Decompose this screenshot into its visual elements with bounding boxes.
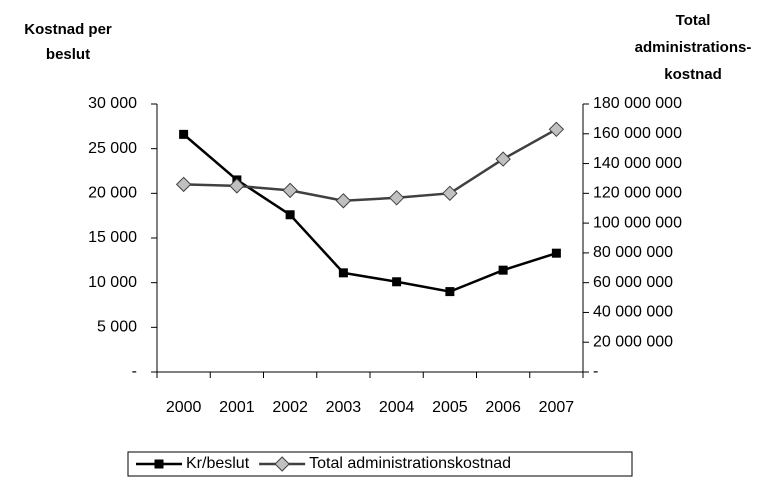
y-axis-title: beslut (46, 46, 90, 63)
x-tick-label: 2006 (485, 399, 521, 416)
x-tick-label: 2001 (219, 399, 255, 416)
y2-axis-title: administrations- (635, 39, 752, 56)
x-tick-label: 2007 (539, 399, 575, 416)
legend-marker (154, 459, 164, 469)
y2-tick-label: 20 000 000 (593, 333, 673, 350)
point (388, 190, 405, 206)
y-tick-label: - (132, 363, 137, 380)
y-tick-label: 25 000 (88, 140, 137, 157)
y-tick-label: 10 000 (88, 274, 137, 291)
point (282, 182, 298, 199)
y2-tick-label: 60 000 000 (593, 274, 673, 291)
y2-tick-label: 100 000 000 (593, 214, 682, 231)
y-axis-title: Kostnad per (24, 21, 112, 38)
point (179, 129, 189, 139)
y2-tick-label: 120 000 000 (593, 185, 682, 202)
point (338, 268, 348, 278)
x-tick-label: 2003 (326, 399, 362, 416)
y2-tick-label: 160 000 000 (593, 125, 682, 142)
point (445, 287, 455, 297)
legend-box (127, 451, 633, 477)
point (229, 178, 245, 194)
y-tick-label: 20 000 (88, 185, 137, 202)
y2-tick-label: 180 000 000 (593, 95, 682, 112)
y-tick-label: 15 000 (88, 229, 137, 246)
series-line (183, 128, 557, 203)
y2-tick-label: 140 000 000 (593, 155, 682, 172)
y2-axis-title: kostnad (664, 66, 722, 83)
y2-tick-label: - (593, 363, 598, 380)
legend-label: Kr/beslut (186, 455, 250, 472)
point (551, 248, 561, 258)
x-tick-label: 2005 (432, 399, 468, 416)
y2-tick-label: 40 000 000 (593, 304, 673, 321)
y-tick-label: 30 000 (88, 95, 137, 112)
point (498, 265, 508, 275)
legend-label: Total administrationskostnad (309, 455, 511, 472)
point (548, 121, 565, 138)
y2-axis-title: Total (676, 12, 711, 29)
y2-tick-label: 80 000 000 (593, 244, 673, 261)
point (392, 277, 402, 287)
point (175, 176, 192, 193)
point (335, 193, 352, 209)
point (285, 210, 295, 220)
y-tick-label: 5 000 (97, 319, 137, 336)
legend-marker (274, 456, 290, 472)
x-tick-label: 2002 (272, 399, 308, 416)
point (442, 185, 458, 202)
x-tick-label: 2004 (379, 399, 415, 416)
point (495, 151, 511, 167)
x-tick-label: 2000 (166, 399, 202, 416)
